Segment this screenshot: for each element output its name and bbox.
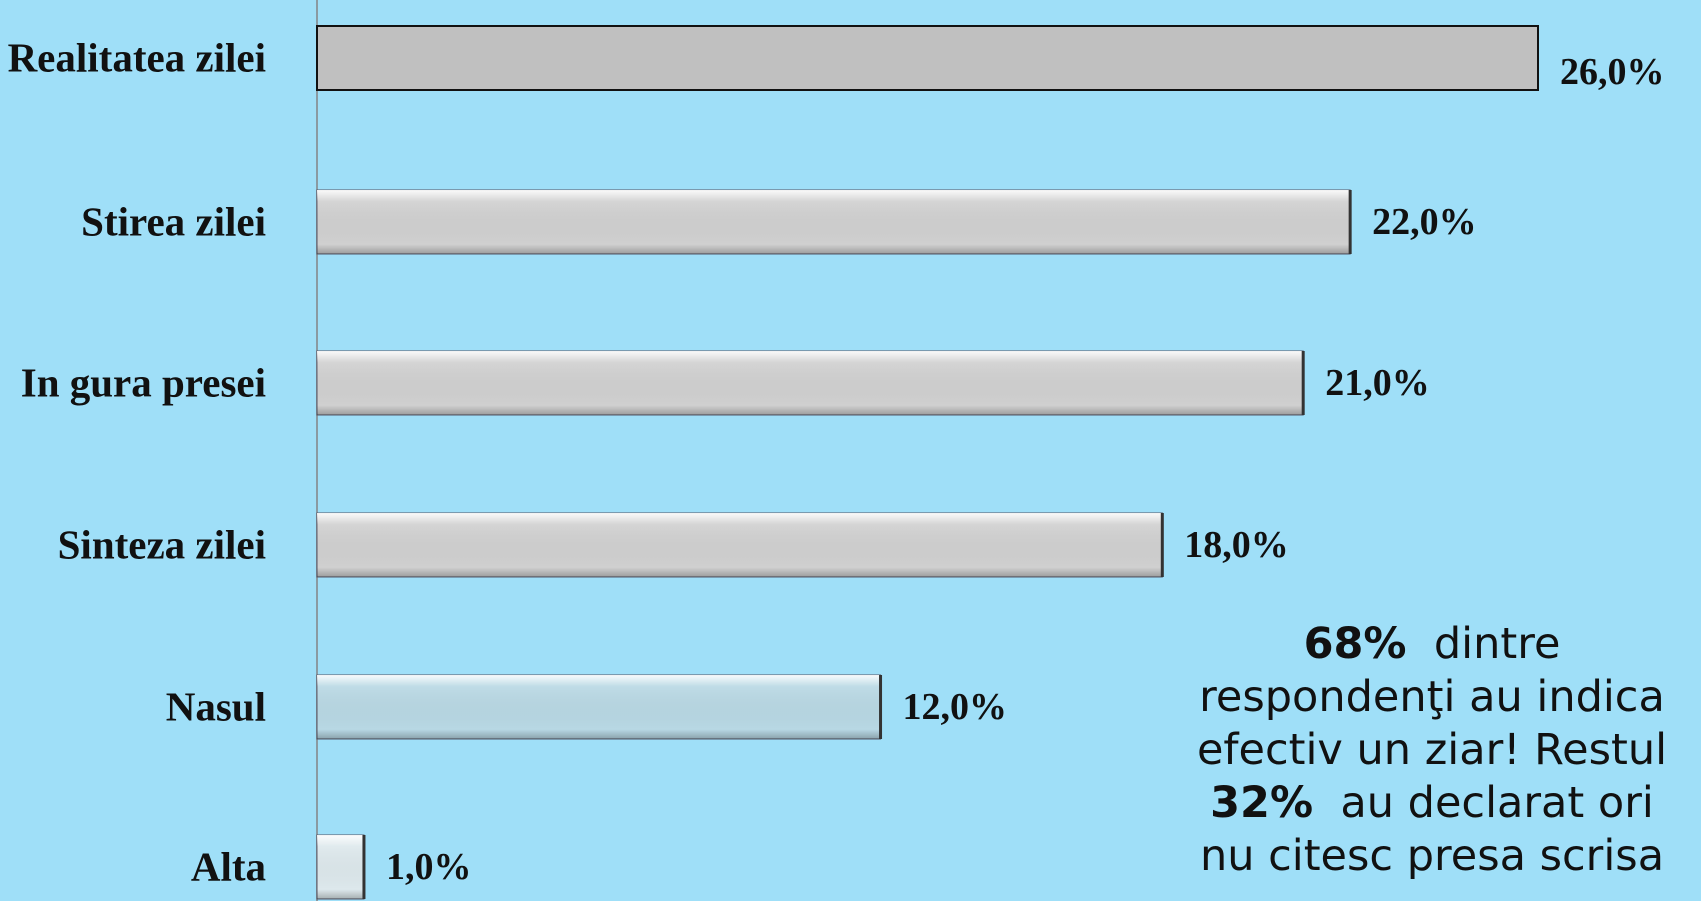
annotation-text: 68% [1303, 619, 1407, 669]
annotation-text: nu citesc presa scrisa [1199, 831, 1665, 881]
bar-sheen [317, 675, 881, 739]
annotation-line: respondenţi au indica [1112, 671, 1701, 724]
category-label: Stirea zilei [81, 198, 266, 245]
value-label: 18,0% [1184, 524, 1289, 566]
category-label: Realitatea zilei [7, 34, 266, 81]
bar-sheen [317, 190, 1351, 254]
annotation-text: au declarat ori [1313, 778, 1654, 828]
annotation-text: 32% [1210, 778, 1314, 828]
bar-sheen [317, 351, 1304, 415]
annotation-text: dintre [1406, 619, 1561, 669]
category-label: Sinteza zilei [57, 521, 266, 568]
value-label: 21,0% [1325, 362, 1430, 404]
bar-sheen [317, 835, 364, 899]
value-label: 12,0% [902, 686, 1008, 728]
category-label: Alta [190, 843, 266, 890]
value-label: 1,0% [385, 846, 472, 888]
category-label: Nasul [165, 683, 266, 730]
annotation-line: nu citesc presa scrisa [1112, 830, 1701, 883]
category-label: In gura presei [20, 359, 266, 406]
annotation-line: 68% dintre [1112, 618, 1701, 671]
annotation: 68% dintre respondenţi au indica efectiv u… [1112, 618, 1701, 883]
value-label: 26,0% [1560, 51, 1665, 93]
value-label: 22,0% [1372, 201, 1477, 243]
annotation-text: respondenţi au indica [1199, 672, 1665, 722]
bar [316, 25, 1539, 91]
annotation-line: 32% au declarat ori [1112, 777, 1701, 830]
annotation-text: efectiv un ziar! Restul [1196, 725, 1668, 775]
bar-sheen [317, 513, 1163, 577]
annotation-line: efectiv un ziar! Restul [1112, 724, 1701, 777]
